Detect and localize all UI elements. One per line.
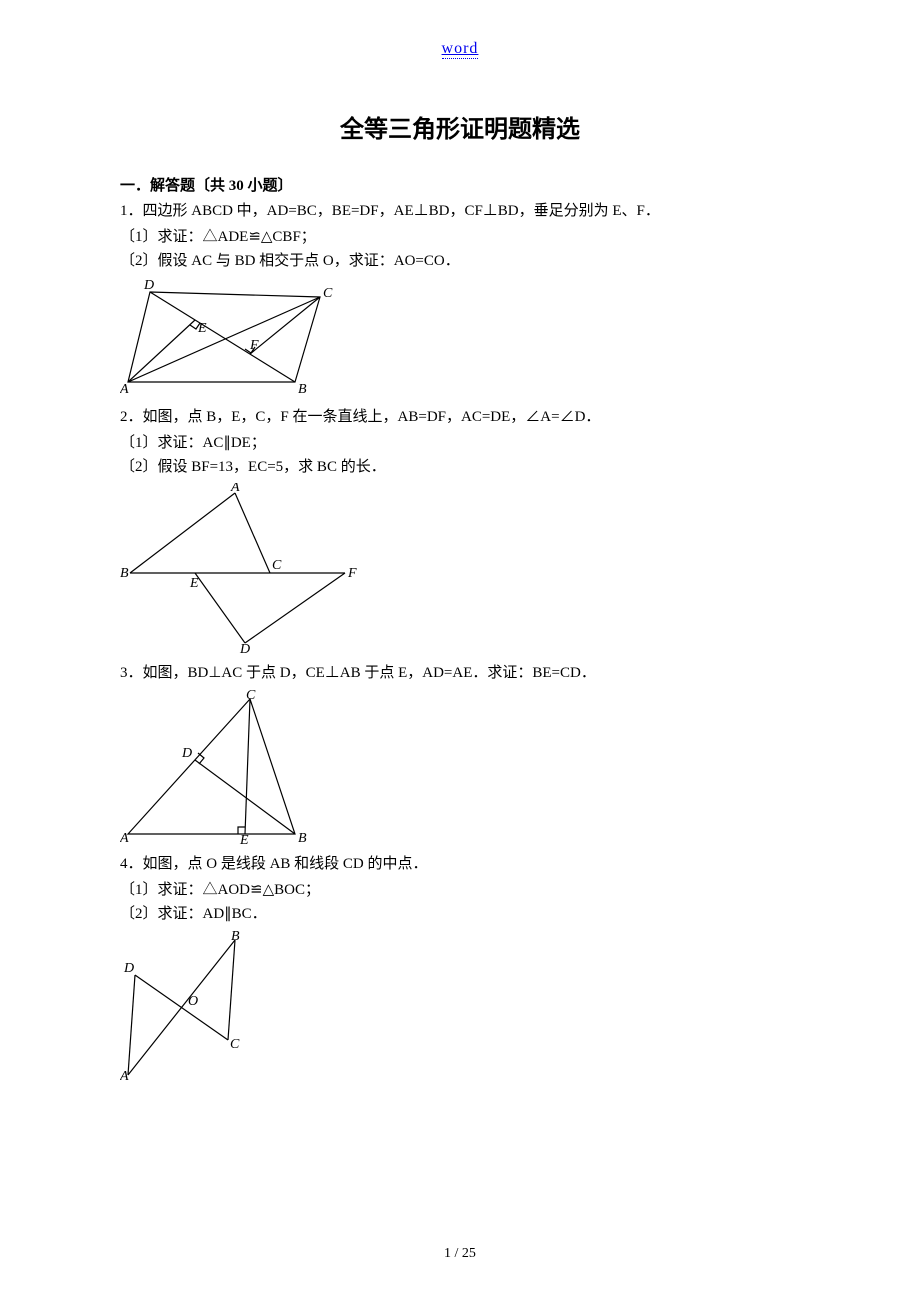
label-A2: A — [230, 483, 240, 495]
problem-3-stem: 3．如图，BD⊥AC 于点 D，CE⊥AB 于点 E，AD=AE．求证：BE=C… — [120, 661, 800, 685]
problem-2-stem: 2．如图，点 B，E，C，F 在一条直线上，AB=DF，AC=DE，∠A=∠D． — [120, 405, 800, 429]
problem-1-stem: 1．四边形 ABCD 中，AD=BC，BE=DF，AE⊥BD，CF⊥BD，垂足分… — [120, 199, 800, 223]
label-B4: B — [231, 930, 240, 944]
header-wrap: word — [120, 40, 800, 59]
label-B: B — [298, 382, 307, 397]
label-D2: D — [239, 642, 250, 653]
label-O4: O — [188, 994, 198, 1009]
label-D4: D — [123, 961, 134, 976]
label-A3: A — [120, 831, 129, 844]
figure-3: C D A E B — [120, 689, 800, 844]
label-B3: B — [298, 831, 307, 844]
problem-1-sub1: 〔1〕求证：△ADE≌△CBF； — [120, 225, 800, 249]
page-title: 全等三角形证明题精选 — [120, 109, 800, 144]
label-C4: C — [230, 1037, 240, 1052]
label-F: F — [249, 338, 259, 353]
label-B2: B — [120, 566, 129, 581]
label-F2: F — [347, 566, 357, 581]
problem-4-sub1: 〔1〕求证：△AOD≌△BOC； — [120, 878, 800, 902]
label-D3: D — [181, 746, 192, 761]
problem-2-sub2: 〔2〕假设 BF=13，EC=5，求 BC 的长． — [120, 455, 800, 479]
section-heading: 一．解答题〔共 30 小题〕 — [120, 174, 800, 195]
label-E: E — [197, 321, 207, 336]
label-D: D — [143, 278, 154, 293]
problem-1-sub2: 〔2〕假设 AC 与 BD 相交于点 O，求证：AO=CO． — [120, 249, 800, 273]
problem-2-sub1: 〔1〕求证：AC∥DE； — [120, 431, 800, 455]
page: word 全等三角形证明题精选 一．解答题〔共 30 小题〕 1．四边形 ABC… — [0, 0, 920, 1302]
figure-2: A B C E F D — [120, 483, 800, 653]
label-E3: E — [239, 833, 249, 844]
label-C: C — [323, 286, 333, 301]
problem-4-sub2: 〔2〕求证：AD∥BC． — [120, 902, 800, 926]
label-E2: E — [189, 576, 199, 591]
figure-4: B D O C A — [120, 930, 800, 1080]
label-A: A — [120, 382, 129, 397]
label-C3: C — [246, 689, 256, 703]
figure-1: D C E F A B — [120, 277, 800, 397]
header-link[interactable]: word — [442, 40, 479, 59]
label-A4: A — [120, 1069, 129, 1080]
label-C2: C — [272, 558, 282, 573]
problem-4-stem: 4．如图，点 O 是线段 AB 和线段 CD 的中点． — [120, 852, 800, 876]
page-number: 1 / 25 — [120, 1246, 800, 1262]
